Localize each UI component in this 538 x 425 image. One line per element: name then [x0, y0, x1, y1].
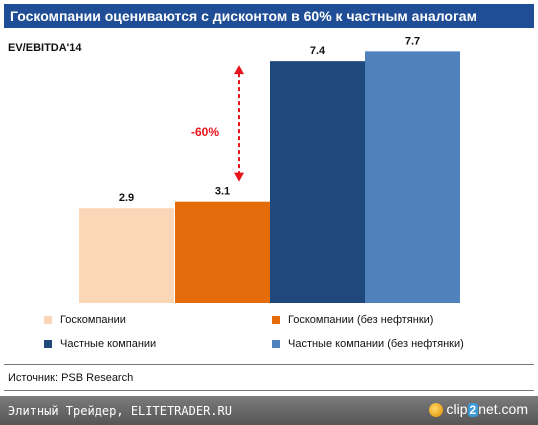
discount-arrow-head-up — [234, 65, 244, 75]
footer-watermark: Элитный Трейдер, ELITETRADER.RU — [8, 404, 232, 418]
bar-2 — [175, 201, 270, 303]
legend-label-2: Госкомпании (без нефтянки) — [288, 314, 434, 326]
legend-item-2: Госкомпании (без нефтянки) — [272, 313, 433, 327]
legend-swatch-4 — [272, 340, 280, 349]
discount-arrow-head-down — [234, 172, 244, 182]
bar-value-label-3: 7.4 — [310, 45, 326, 57]
logo-text-mid: 2 — [467, 403, 479, 417]
source-divider — [4, 364, 534, 365]
legend-label-3: Частные компании — [60, 338, 157, 350]
legend-item-3: Частные компании — [44, 337, 156, 351]
bar-4 — [365, 51, 460, 304]
y-axis-label: EV/EBITDA'14 — [8, 42, 82, 54]
logo-text-right: net.com — [478, 401, 528, 417]
legend-item-4: Частные компании (без нефтянки) — [272, 337, 464, 351]
logo-text-left: clip — [446, 401, 468, 417]
bar-value-label-1: 2.9 — [119, 192, 134, 204]
legend-swatch-3 — [44, 340, 52, 349]
legend-label-4: Частные компании (без нефтянки) — [288, 338, 464, 350]
footer-bar: Элитный Трейдер, ELITETRADER.RU clip 2 net… — [0, 396, 538, 425]
chart-title: Госкомпании оцениваются с дисконтом в 60… — [4, 4, 534, 28]
bar-1 — [79, 208, 174, 303]
clip2net-logo[interactable]: clip 2 net.com — [429, 401, 528, 421]
bar-value-label-2: 3.1 — [215, 186, 230, 198]
bar-value-label-4: 7.7 — [405, 35, 420, 47]
source-note: Источник: PSB Research — [8, 372, 134, 384]
legend-item-1: Госкомпании — [44, 313, 126, 327]
discount-annotation-label: -60% — [191, 125, 219, 139]
bar-3 — [270, 61, 365, 303]
legend-label-1: Госкомпании — [60, 314, 126, 326]
bottom-divider — [4, 390, 534, 391]
legend-swatch-2 — [272, 316, 280, 325]
legend-swatch-1 — [44, 316, 52, 325]
clip2net-icon — [429, 403, 444, 418]
